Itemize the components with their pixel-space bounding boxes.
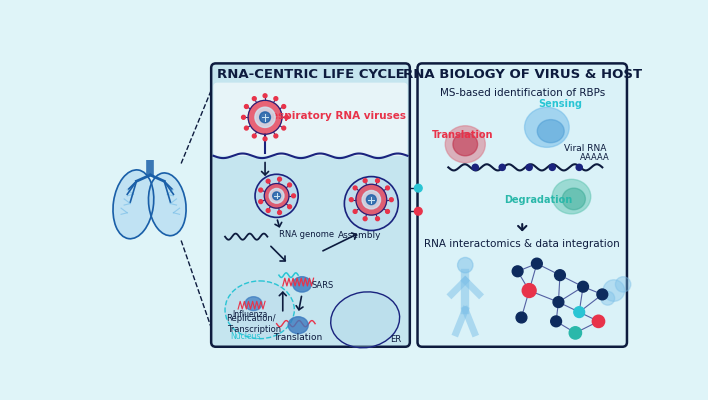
Circle shape [292,194,295,198]
Ellipse shape [537,120,564,143]
Text: Translation: Translation [431,130,493,140]
Circle shape [615,277,631,292]
Circle shape [526,164,532,170]
Text: AAAAA: AAAAA [580,153,610,162]
Text: Replication/
Transcription: Replication/ Transcription [227,314,280,334]
Circle shape [258,200,263,204]
Circle shape [244,104,249,108]
Circle shape [512,266,523,277]
Circle shape [499,164,506,170]
Circle shape [285,115,289,119]
Ellipse shape [552,179,590,214]
Circle shape [258,188,263,192]
Circle shape [386,210,389,213]
Circle shape [375,217,379,221]
Text: Viral RNA: Viral RNA [564,144,607,153]
Circle shape [274,97,278,100]
Circle shape [273,192,280,200]
Circle shape [255,107,275,128]
Ellipse shape [445,126,485,163]
Circle shape [263,137,267,141]
Circle shape [532,258,542,269]
Circle shape [252,134,256,138]
Circle shape [386,186,389,190]
Circle shape [252,97,256,100]
Circle shape [274,134,278,138]
Circle shape [282,126,285,130]
Text: Translation: Translation [273,333,323,342]
Circle shape [549,164,555,170]
Circle shape [363,217,367,221]
Text: Respiratory RNA viruses: Respiratory RNA viruses [263,111,406,121]
Circle shape [576,164,582,170]
Circle shape [287,205,292,209]
Circle shape [553,297,564,308]
Circle shape [523,284,536,298]
Circle shape [356,184,387,215]
Text: RNA interactomics & data integration: RNA interactomics & data integration [424,238,620,248]
Circle shape [353,186,357,190]
Text: RNA genome: RNA genome [279,230,334,239]
Circle shape [269,188,284,203]
Circle shape [414,207,422,215]
Circle shape [597,289,607,300]
Circle shape [578,281,588,292]
FancyBboxPatch shape [418,63,627,347]
Ellipse shape [245,297,262,310]
Ellipse shape [453,133,478,156]
Circle shape [264,184,289,208]
Ellipse shape [293,277,312,292]
Ellipse shape [288,317,308,334]
Text: RNA-CENTRIC LIFE CYCLE: RNA-CENTRIC LIFE CYCLE [217,68,404,81]
FancyBboxPatch shape [214,83,408,156]
Circle shape [244,126,249,130]
Circle shape [255,174,298,218]
Circle shape [248,100,282,134]
Circle shape [367,195,376,205]
Ellipse shape [225,281,295,339]
FancyBboxPatch shape [211,63,410,347]
Circle shape [389,198,393,202]
Circle shape [349,198,353,202]
Circle shape [266,179,270,183]
Circle shape [569,327,581,339]
Circle shape [362,190,381,209]
Ellipse shape [525,107,569,147]
Text: Influenza: Influenza [232,310,268,319]
Circle shape [414,184,422,192]
Text: ER: ER [390,334,401,344]
Circle shape [375,179,379,182]
Text: Sensing: Sensing [538,99,582,109]
Text: Degradation: Degradation [504,196,572,206]
Circle shape [603,280,624,301]
Ellipse shape [562,188,586,210]
Text: Nucleus: Nucleus [230,332,261,341]
Ellipse shape [113,170,154,239]
Circle shape [263,94,267,98]
Text: SARS: SARS [312,282,333,290]
Circle shape [260,112,270,123]
Circle shape [278,210,282,214]
Circle shape [593,315,605,328]
Circle shape [554,270,566,280]
Circle shape [363,179,367,182]
Circle shape [353,210,357,213]
Text: MS-based identification of RBPs: MS-based identification of RBPs [440,88,605,98]
Ellipse shape [149,173,186,236]
Circle shape [601,291,615,305]
Circle shape [287,183,292,187]
Ellipse shape [331,292,399,348]
Circle shape [282,104,285,108]
Text: RNA BIOLOGY OF VIRUS & HOST: RNA BIOLOGY OF VIRUS & HOST [403,68,642,81]
Circle shape [516,312,527,323]
Circle shape [472,164,479,170]
Circle shape [266,208,270,212]
Circle shape [278,177,282,181]
Circle shape [551,316,561,327]
Text: Assembly: Assembly [338,231,382,240]
Circle shape [241,115,246,119]
Circle shape [344,176,399,230]
Circle shape [457,258,473,273]
Circle shape [573,307,585,318]
